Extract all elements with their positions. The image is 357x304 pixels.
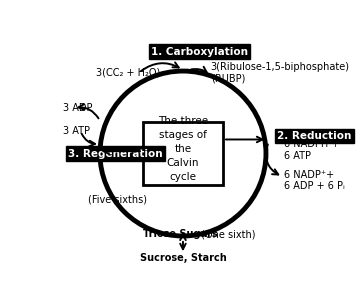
Text: Triose Sugars: Triose Sugars <box>143 229 217 239</box>
Text: 3 ATP: 3 ATP <box>62 126 90 136</box>
Text: Sucrose, Starch: Sucrose, Starch <box>140 253 226 263</box>
Text: 3(Ribulose-1,5-biphosphate)
(RUBP): 3(Ribulose-1,5-biphosphate) (RUBP) <box>211 62 350 84</box>
FancyBboxPatch shape <box>143 122 223 185</box>
Text: (One sixth): (One sixth) <box>198 229 256 239</box>
Text: The three
stages of
the
Calvin
cycle: The three stages of the Calvin cycle <box>158 116 208 182</box>
Text: 3(CC₂ + H₂O): 3(CC₂ + H₂O) <box>96 68 160 78</box>
Text: 1. Carboxylation: 1. Carboxylation <box>151 47 248 57</box>
Text: 3. Regeneration: 3. Regeneration <box>68 149 163 158</box>
Text: 2. Reduction: 2. Reduction <box>277 131 351 141</box>
Text: 6 NADP⁺+
6 ADP + 6 Pᵢ: 6 NADP⁺+ 6 ADP + 6 Pᵢ <box>284 170 345 191</box>
Text: (Five sixths): (Five sixths) <box>87 194 146 204</box>
Text: 3 ADP: 3 ADP <box>62 103 92 113</box>
Text: 6 NADPH +
6 ATP: 6 NADPH + 6 ATP <box>284 139 339 161</box>
